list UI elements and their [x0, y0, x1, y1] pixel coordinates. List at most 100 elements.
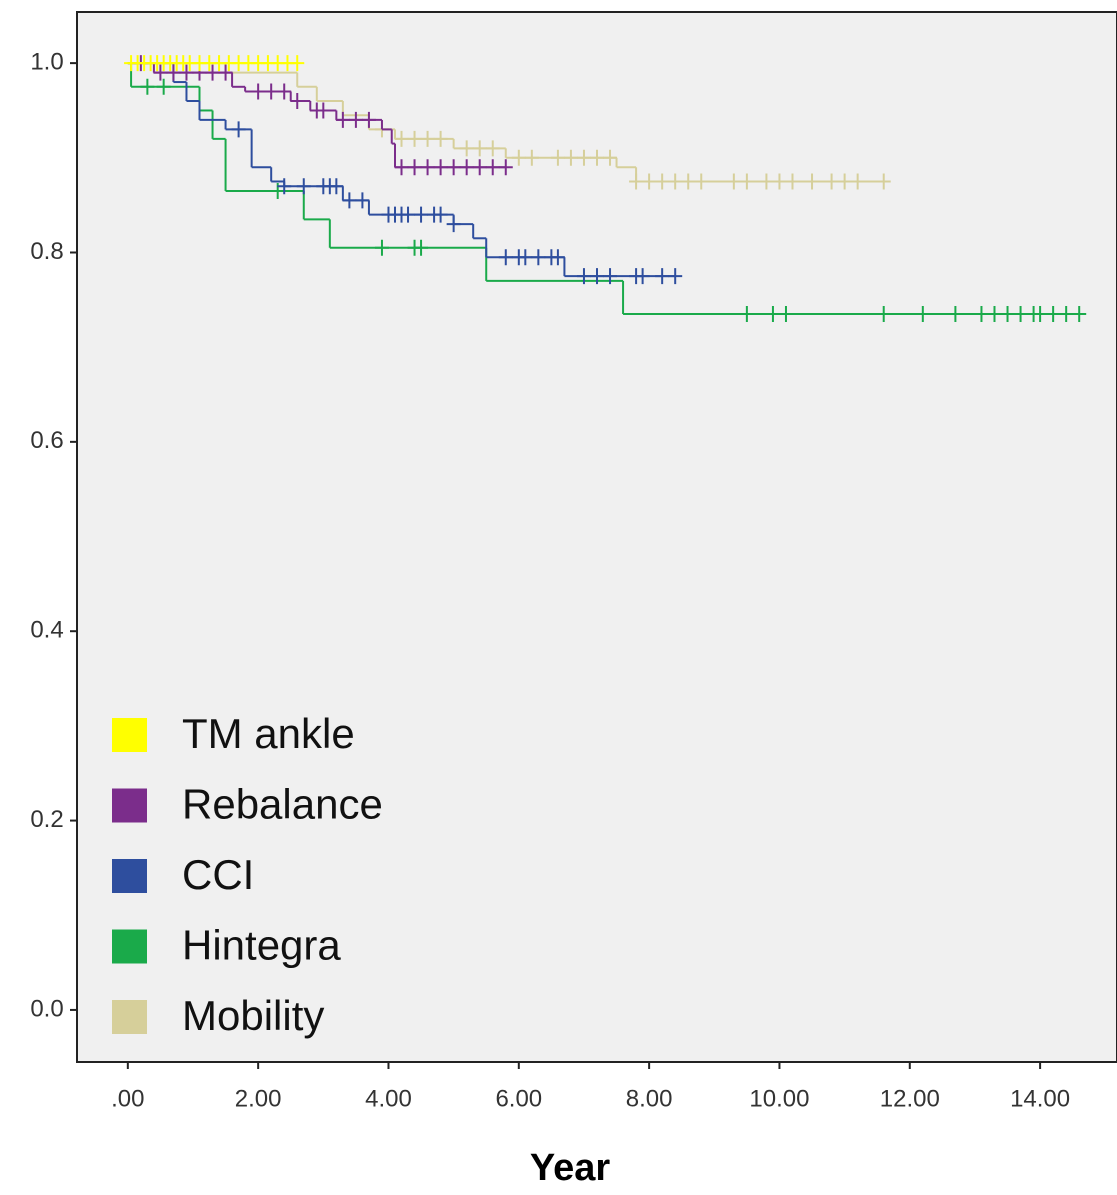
censor-mark: [394, 159, 409, 176]
censor-mark: [420, 130, 435, 147]
censor-mark: [335, 111, 350, 128]
censor-mark: [407, 130, 422, 147]
y-tick-label: 0.2: [30, 806, 63, 833]
censor-mark: [459, 140, 474, 157]
x-tick-label: 4.00: [365, 1085, 412, 1112]
censor-mark: [153, 64, 168, 81]
censor-mark: [987, 306, 1002, 323]
censor-mark: [414, 206, 429, 223]
censor-mark: [668, 173, 683, 190]
legend-label: Hintegra: [182, 922, 341, 969]
censor-mark: [290, 55, 305, 72]
censor-mark: [563, 149, 578, 166]
x-tick-label: 14.00: [1010, 1085, 1070, 1112]
censor-mark: [264, 83, 279, 100]
y-tick-label: 0.6: [30, 427, 63, 454]
legend-label: CCI: [182, 851, 254, 898]
censor-mark: [850, 173, 865, 190]
censor-mark: [1033, 306, 1048, 323]
censor-mark: [603, 268, 618, 285]
censor-mark: [603, 149, 618, 166]
censor-mark: [433, 130, 448, 147]
censor-mark: [1072, 306, 1087, 323]
censor-mark: [140, 78, 155, 95]
censor-mark: [576, 268, 591, 285]
censor-mark: [156, 78, 171, 95]
censor-mark: [420, 159, 435, 176]
legend-label: Mobility: [182, 992, 324, 1039]
censor-mark: [681, 173, 696, 190]
censor-mark: [277, 83, 292, 100]
censor-mark: [290, 92, 305, 109]
x-tick-label: 12.00: [880, 1085, 940, 1112]
censor-mark: [446, 216, 461, 233]
censor-mark: [642, 173, 657, 190]
censor-mark: [915, 306, 930, 323]
censor-mark: [511, 149, 526, 166]
censor-mark: [765, 306, 780, 323]
censor-mark: [876, 173, 891, 190]
censor-mark: [472, 159, 487, 176]
censor-mark: [342, 192, 357, 209]
censor-mark: [655, 173, 670, 190]
censor-mark: [414, 239, 429, 256]
legend-label: Rebalance: [182, 781, 383, 828]
censor-mark: [785, 173, 800, 190]
censor-mark: [485, 159, 500, 176]
censor-mark: [296, 178, 311, 195]
y-tick-label: 0.0: [30, 995, 63, 1022]
censor-mark: [550, 249, 565, 266]
censor-mark: [433, 206, 448, 223]
y-tick-label: 0.4: [30, 617, 63, 644]
censor-mark: [550, 149, 565, 166]
censor-mark: [772, 173, 787, 190]
censor-mark: [401, 206, 416, 223]
censor-mark: [472, 140, 487, 157]
censor-mark: [179, 64, 194, 81]
y-tick-label: 1.0: [30, 48, 63, 75]
censor-mark: [498, 159, 513, 176]
censor-mark: [778, 306, 793, 323]
legend-label: TM ankle: [182, 710, 355, 757]
censor-mark: [316, 102, 331, 119]
censor-mark: [531, 249, 546, 266]
legend-swatch: [112, 1000, 147, 1034]
censor-mark: [576, 149, 591, 166]
x-axis-label: Year: [530, 1147, 611, 1189]
censor-mark: [485, 140, 500, 157]
survival-curve: [124, 55, 305, 72]
censor-mark: [759, 173, 774, 190]
censor-mark: [590, 268, 604, 285]
censor-mark: [251, 83, 266, 100]
censor-mark: [407, 159, 422, 176]
x-tick-label: 10.00: [749, 1085, 809, 1112]
x-tick-label: 8.00: [626, 1085, 673, 1112]
censor-mark: [446, 159, 461, 176]
censor-mark: [166, 64, 181, 81]
censor-mark: [876, 306, 891, 323]
censor-mark: [518, 249, 533, 266]
legend-swatch: [112, 859, 147, 893]
censor-mark: [635, 268, 650, 285]
censor-mark: [726, 173, 741, 190]
censor-mark: [329, 178, 344, 195]
censor-mark: [348, 111, 363, 128]
x-tick-label: 6.00: [495, 1085, 542, 1112]
y-tick-label: 0.8: [30, 238, 63, 265]
censor-mark: [231, 121, 246, 138]
legend-swatch: [112, 929, 147, 964]
censor-mark: [355, 192, 370, 209]
censor-mark: [739, 306, 754, 323]
survival-curve: [127, 62, 891, 190]
survival-curve: [127, 55, 513, 176]
censor-mark: [629, 173, 644, 190]
censor-mark: [361, 111, 376, 128]
censor-mark: [694, 173, 709, 190]
censor-mark: [590, 149, 604, 166]
censor-mark: [739, 173, 754, 190]
censor-mark: [948, 306, 963, 323]
censor-mark: [1013, 306, 1028, 323]
censor-mark: [374, 239, 389, 256]
